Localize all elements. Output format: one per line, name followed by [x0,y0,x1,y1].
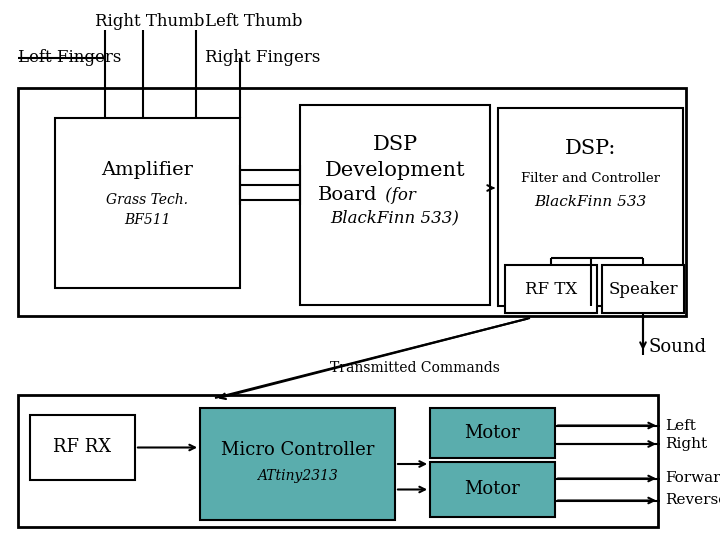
Bar [55,118,240,288]
Bar [18,395,658,527]
Text: RF RX: RF RX [53,438,112,456]
Text: Board: Board [318,186,377,204]
Text: Sound: Sound [648,338,706,356]
Text: ATtiny2313: ATtiny2313 [257,469,338,483]
Bar [505,265,597,313]
Text: Grass Tech.: Grass Tech. [107,193,189,207]
Text: Right Thumb: Right Thumb [95,14,204,30]
Text: Motor: Motor [464,424,521,442]
Bar [300,105,490,305]
Text: Micro Controller: Micro Controller [221,441,374,459]
Bar [430,408,555,458]
Text: BF511: BF511 [125,213,171,227]
Text: Development: Development [325,160,465,179]
Text: Left Fingers: Left Fingers [18,50,122,66]
Text: (for: (for [380,186,416,204]
Bar [430,462,555,517]
Text: Reverse: Reverse [665,494,720,508]
Text: Left Thumb: Left Thumb [205,14,302,30]
Bar [18,88,686,316]
Text: Transmitted Commands: Transmitted Commands [330,361,500,375]
Text: Motor: Motor [464,481,521,498]
Text: DSP: DSP [372,136,418,154]
Text: Forward: Forward [665,471,720,485]
Text: RF TX: RF TX [525,280,577,298]
Text: BlackFinn 533: BlackFinn 533 [534,195,647,209]
Bar [200,408,395,520]
Text: DSP:: DSP: [564,138,616,158]
Bar [30,415,135,480]
Text: Right Fingers: Right Fingers [205,50,320,66]
Bar [498,108,683,306]
Text: Amplifier: Amplifier [102,161,194,179]
Bar [602,265,684,313]
Text: Left: Left [665,418,696,433]
Text: BlackFinn 533): BlackFinn 533) [330,210,459,226]
Text: Filter and Controller: Filter and Controller [521,172,660,185]
Text: Right: Right [665,437,707,451]
Text: Speaker: Speaker [608,280,678,298]
